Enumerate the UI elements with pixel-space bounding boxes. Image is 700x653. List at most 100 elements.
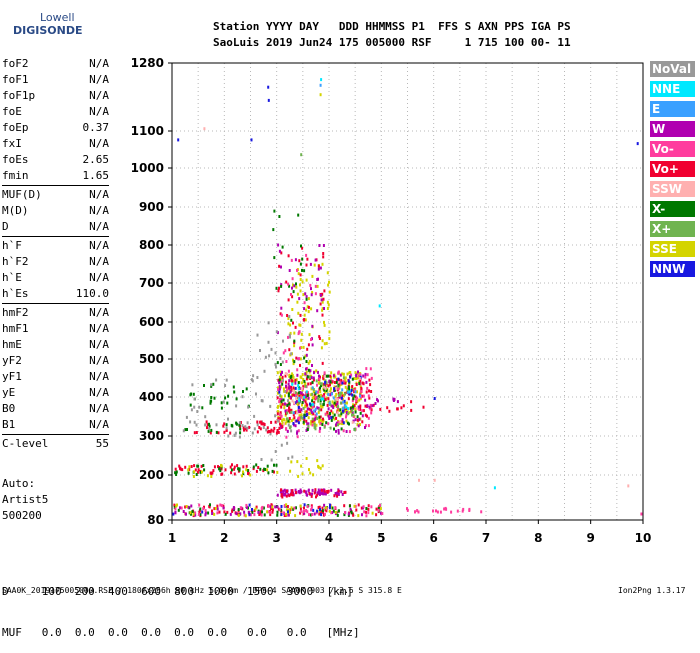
echo-point (369, 367, 372, 371)
echo-point (276, 412, 279, 416)
echo-point (259, 349, 261, 352)
x-tick-label: 7 (482, 531, 490, 545)
echo-point (322, 375, 324, 379)
echo-point (242, 470, 244, 474)
echo-point (260, 422, 263, 426)
echo-point (317, 406, 320, 410)
echo-point (262, 422, 265, 426)
echo-point (280, 494, 283, 498)
echo-point (208, 424, 211, 428)
echo-point (310, 505, 313, 509)
echo-point (290, 410, 293, 414)
echo-point (375, 513, 378, 517)
echo-point (276, 405, 279, 409)
echo-point (377, 506, 380, 510)
echo-point (303, 379, 306, 383)
echo-point (348, 422, 350, 426)
echo-point (229, 512, 232, 516)
echo-point (287, 409, 290, 413)
echo-point (235, 422, 238, 426)
echo-point (287, 419, 290, 423)
echo-point (299, 488, 302, 492)
echo-point (344, 406, 347, 410)
echo-point (295, 282, 297, 286)
echo-point (239, 506, 242, 510)
param-row: MUF(D) N/A (2, 187, 109, 203)
echo-point (298, 259, 301, 263)
echo-point (280, 265, 282, 269)
echo-point (362, 382, 365, 386)
param-value: N/A (89, 105, 109, 118)
echo-point (280, 283, 283, 287)
echo-point (279, 357, 282, 360)
echo-point (226, 401, 229, 405)
echo-point (364, 375, 367, 379)
echo-point (260, 507, 263, 511)
param-name: MUF(D) (2, 188, 42, 201)
echo-point (443, 507, 446, 511)
echo-point (292, 507, 295, 511)
echo-point (309, 402, 311, 406)
param-value: N/A (89, 89, 109, 102)
echo-point (340, 378, 343, 382)
echo-point (290, 506, 293, 510)
echo-point (210, 399, 213, 403)
echo-point (337, 429, 340, 432)
echo-point (360, 389, 363, 393)
echo-point (260, 513, 263, 517)
echo-point (323, 371, 326, 375)
echo-point (461, 509, 464, 513)
echo-point (279, 363, 282, 366)
parameter-panel: foF2 N/A foF1 N/A foF1p N/A foE N/A foEp 0.37 fxI N… (2, 56, 109, 452)
echo-point (273, 463, 275, 467)
echo-point (280, 505, 283, 508)
echo-point (261, 510, 263, 514)
echo-point (311, 419, 314, 423)
echo-point (343, 403, 346, 407)
echo-point (361, 420, 364, 424)
echo-point (312, 473, 315, 477)
echo-point (347, 390, 349, 394)
echo-point (297, 410, 300, 413)
echo-point (294, 491, 297, 495)
echo-point (406, 507, 408, 511)
y-tick-label: 700 (139, 276, 164, 290)
echo-point (310, 409, 313, 412)
echo-point (400, 406, 403, 410)
echo-point (371, 404, 374, 408)
echo-point (312, 390, 315, 393)
echo-point (206, 474, 209, 478)
echo-point (333, 427, 335, 431)
echo-point (288, 333, 291, 337)
echo-point (279, 370, 282, 374)
echo-point (323, 399, 326, 403)
echo-point (303, 413, 306, 417)
echo-point (302, 386, 304, 390)
echo-point (341, 409, 344, 413)
echo-point (224, 512, 227, 516)
echo-point (293, 416, 296, 420)
echo-point (388, 409, 391, 413)
echo-point (279, 416, 282, 420)
echo-point (196, 470, 199, 474)
echo-point (299, 391, 301, 394)
echo-point (301, 416, 304, 420)
echo-point (283, 488, 286, 492)
echo-point (294, 258, 297, 262)
echo-point (322, 297, 325, 301)
echo-point (349, 406, 352, 410)
echo-point (244, 514, 247, 518)
echo-point (256, 420, 259, 424)
param-name: fxI (2, 137, 22, 150)
echo-point (299, 416, 302, 420)
echo-point (279, 413, 281, 417)
echo-point (347, 397, 350, 401)
echo-point (203, 127, 206, 131)
echo-point (331, 380, 334, 384)
echo-point (314, 258, 317, 262)
echo-point (320, 419, 323, 422)
echo-point (304, 400, 307, 404)
echo-point (299, 346, 301, 350)
echo-point (328, 506, 331, 510)
echo-point (327, 397, 330, 401)
